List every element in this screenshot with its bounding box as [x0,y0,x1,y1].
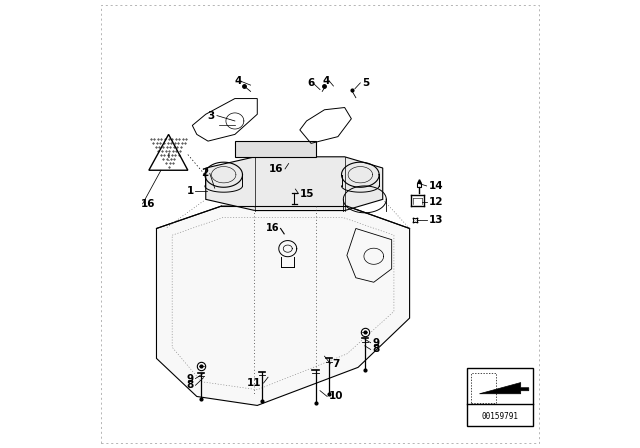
Text: !: ! [166,153,170,163]
Text: 12: 12 [428,198,443,207]
Text: 4: 4 [235,76,243,86]
Text: 5: 5 [362,78,370,88]
Bar [467,368,533,426]
Text: 4: 4 [323,76,330,86]
Text: 13: 13 [428,215,443,224]
Polygon shape [235,141,316,157]
Text: 2: 2 [201,168,208,178]
Text: 00159791: 00159791 [481,412,518,421]
Text: 16: 16 [269,164,284,174]
Polygon shape [479,383,529,394]
Text: 9: 9 [372,338,380,348]
Text: 16: 16 [141,199,156,209]
Text: 16: 16 [266,224,280,233]
Text: 10: 10 [329,392,344,401]
Text: 11: 11 [247,378,262,388]
Bar [472,373,496,403]
Text: 1: 1 [186,186,194,196]
Text: 3: 3 [207,111,214,121]
Polygon shape [206,157,383,211]
Text: 6: 6 [307,78,315,88]
Text: 9: 9 [186,374,194,383]
Text: 8: 8 [186,380,194,390]
Polygon shape [157,206,410,405]
Text: 8: 8 [372,345,380,354]
Text: 14: 14 [428,181,443,191]
Text: 7: 7 [332,359,339,369]
Text: 15: 15 [300,189,315,198]
